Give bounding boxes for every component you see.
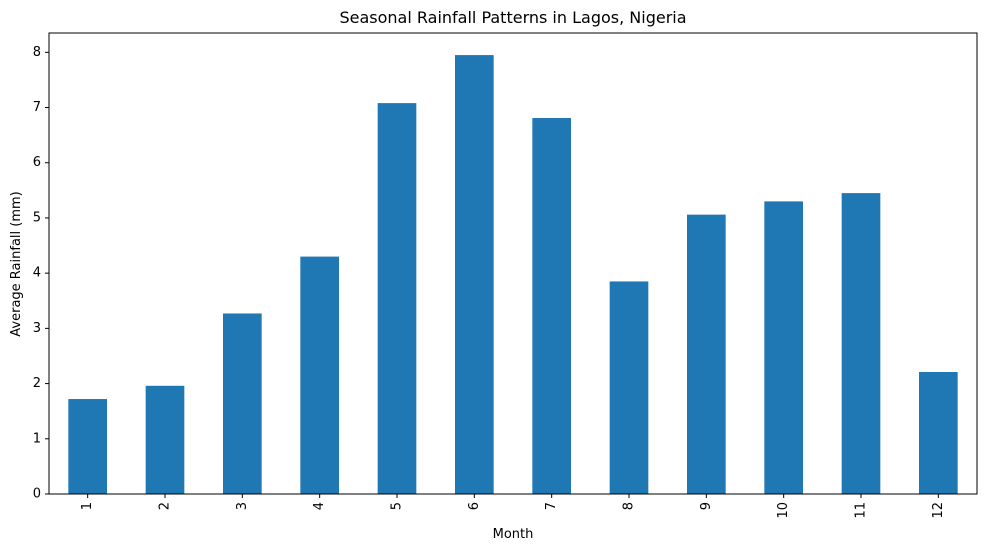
y-tick-label: 2 (33, 376, 41, 391)
bar-month-4 (300, 256, 339, 494)
bar-month-9 (687, 214, 726, 494)
chart-title: Seasonal Rainfall Patterns in Lagos, Nig… (339, 8, 686, 27)
x-tick-label: 5 (390, 502, 405, 510)
x-tick-label: 10 (776, 502, 791, 519)
bar-month-8 (609, 281, 649, 494)
y-tick-label: 5 (33, 210, 41, 225)
x-tick-label: 12 (931, 502, 946, 519)
y-tick-label: 4 (33, 266, 41, 281)
bar-month-11 (841, 193, 881, 494)
y-axis-label: Average Rainfall (mm) (9, 191, 24, 336)
bar-month-2 (145, 385, 185, 494)
x-tick-label: 2 (158, 502, 173, 510)
x-axis-label: Month (493, 527, 534, 542)
bar-month-10 (764, 201, 803, 494)
x-axis-ticks: 1 2 3 4 5 6 7 8 9 10 11 12 (80, 494, 946, 519)
bar-month-6 (455, 55, 494, 494)
bar-month-3 (223, 313, 262, 494)
y-tick-label: 8 (33, 45, 41, 60)
plot-frame (48, 32, 978, 495)
x-tick-label: 6 (467, 502, 482, 510)
x-tick-label: 1 (80, 502, 95, 510)
x-tick-label: 4 (312, 502, 327, 510)
x-tick-label: 9 (699, 502, 714, 510)
x-tick-label: 8 (622, 502, 637, 510)
y-axis-ticks: 0 1 2 3 4 5 6 7 8 (33, 45, 49, 502)
y-tick-label: 3 (33, 321, 41, 336)
y-tick-label: 6 (33, 155, 41, 170)
bar-month-5 (377, 103, 417, 495)
x-tick-label: 3 (235, 502, 250, 510)
bar-month-1 (68, 399, 107, 494)
y-tick-label: 7 (33, 100, 41, 115)
x-tick-label: 7 (544, 502, 559, 510)
bars-group (68, 55, 958, 495)
y-tick-label: 0 (33, 487, 41, 502)
bar-month-7 (532, 118, 571, 494)
y-tick-label: 1 (33, 431, 41, 446)
x-tick-label: 11 (854, 502, 869, 519)
bar-month-12 (919, 371, 958, 494)
